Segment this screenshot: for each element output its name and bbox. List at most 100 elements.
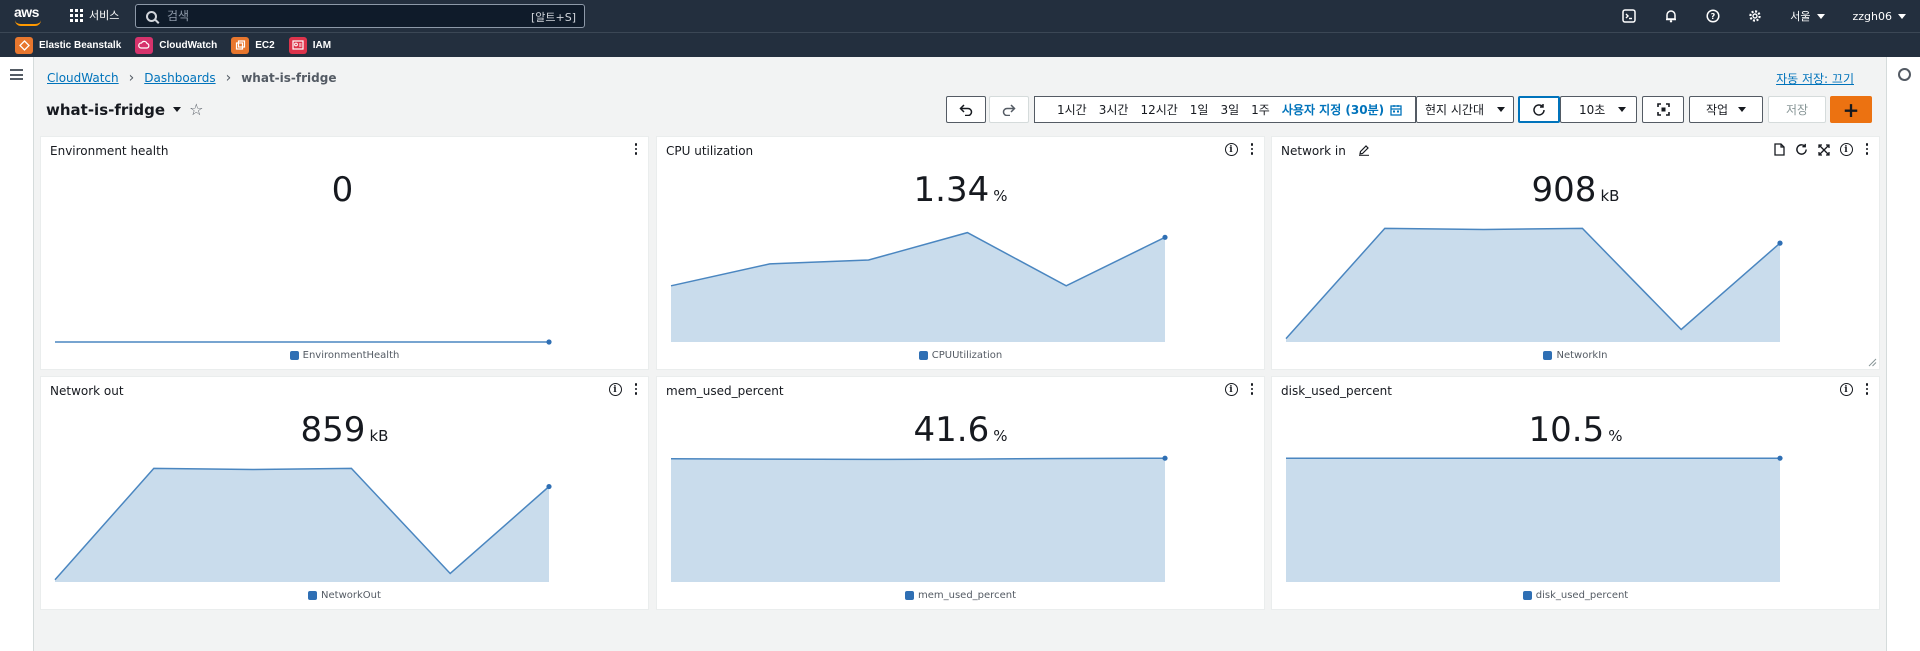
grid-icon — [70, 8, 83, 22]
edit-pencil-icon[interactable] — [1358, 144, 1370, 156]
more-options-icon[interactable] — [1863, 383, 1872, 396]
bell-icon[interactable] — [1650, 0, 1692, 32]
favorites-bar: Elastic Beanstalk CloudWatch EC2 IAM — [0, 32, 1920, 57]
breadcrumb: CloudWatch › Dashboards › what-is-fridge — [47, 70, 336, 86]
autosave-toggle[interactable]: 자동 저장: 끄기 — [1776, 72, 1854, 86]
account-menu[interactable]: zzgh06 — [1839, 10, 1920, 23]
chart-legend: EnvironmentHealth — [41, 350, 648, 361]
favorite-cloudwatch[interactable]: CloudWatch — [135, 36, 217, 54]
undo-button[interactable] — [946, 96, 986, 123]
more-options-icon[interactable] — [1248, 143, 1257, 156]
widget-disk-used-percent: disk_used_percent i 10.5% disk_used_perc… — [1271, 376, 1880, 610]
favorite-star-icon[interactable]: ☆ — [189, 100, 204, 119]
search-input[interactable] — [167, 9, 527, 23]
widget-mem-used-percent: mem_used_percent i 41.6% mem_used_percen… — [656, 376, 1265, 610]
chevron-down-icon — [1738, 107, 1747, 112]
beanstalk-icon — [15, 36, 33, 54]
metric-value: 10.5% — [1272, 410, 1879, 450]
widget-actions: i — [1773, 143, 1872, 156]
chevron-down-icon — [1898, 13, 1906, 19]
chevron-right-icon: › — [128, 70, 135, 86]
refresh-button[interactable] — [1518, 96, 1560, 123]
more-options-icon[interactable] — [632, 143, 641, 155]
aws-logo[interactable]: aws — [14, 4, 44, 28]
series-area — [1286, 458, 1780, 582]
chart-legend: NetworkOut — [41, 590, 648, 601]
add-widget-button[interactable]: + — [1830, 96, 1872, 123]
favorite-elastic-beanstalk[interactable]: Elastic Beanstalk — [15, 36, 121, 54]
series-area — [671, 458, 1165, 582]
dashboard-switcher-icon[interactable] — [173, 107, 182, 112]
legend-swatch — [308, 591, 318, 600]
timezone-label: 현지 시간대 — [1425, 103, 1485, 117]
legend-swatch — [289, 351, 299, 360]
search-shortcut-hint: [알트+S] — [530, 11, 576, 24]
actions-menu-button[interactable]: 작업 — [1689, 96, 1763, 123]
info-icon[interactable]: i — [1224, 143, 1238, 156]
resize-handle-icon[interactable] — [1868, 358, 1877, 367]
metric-value: 908 kB — [1272, 170, 1879, 210]
sparkline-chart — [54, 467, 552, 582]
expand-icon[interactable] — [1817, 143, 1830, 156]
info-icon[interactable]: i — [1839, 383, 1853, 396]
favorite-iam[interactable]: IAM — [288, 36, 332, 54]
chevron-down-icon — [1497, 107, 1505, 112]
gear-icon[interactable] — [1734, 0, 1776, 32]
sparkline-chart — [1285, 227, 1783, 342]
favorite-label: IAM — [312, 39, 332, 51]
info-icon[interactable]: i — [1224, 383, 1238, 396]
help-icon[interactable]: ? — [1692, 0, 1734, 32]
range-12h[interactable]: 12시간 — [1140, 103, 1178, 117]
more-options-icon[interactable] — [1863, 143, 1872, 156]
fullscreen-button[interactable] — [1642, 96, 1684, 123]
legend-swatch — [1543, 351, 1553, 360]
chart-legend: disk_used_percent — [1272, 590, 1879, 601]
range-3d[interactable]: 3일 — [1220, 103, 1240, 117]
series-line — [1285, 227, 1781, 340]
redo-button[interactable] — [989, 96, 1029, 123]
menu-icon[interactable] — [10, 69, 23, 80]
range-1h[interactable]: 1시간 — [1057, 103, 1087, 117]
region-selector[interactable]: 서울 — [1776, 8, 1838, 24]
iam-icon — [288, 36, 307, 54]
user-label: zzgh06 — [1852, 9, 1893, 23]
chevron-down-icon — [1618, 107, 1626, 112]
last-value-point — [1777, 240, 1783, 246]
more-options-icon[interactable] — [1248, 383, 1257, 396]
metric-unit: % — [1608, 427, 1623, 445]
info-icon[interactable]: i — [608, 383, 622, 396]
cloudshell-icon[interactable] — [1608, 0, 1650, 32]
search-box[interactable]: [알트+S] — [135, 4, 585, 28]
panel-toggle-icon[interactable] — [1898, 68, 1911, 81]
range-1d[interactable]: 1일 — [1189, 103, 1209, 117]
series-line — [54, 467, 550, 581]
calendar-icon[interactable] — [1390, 104, 1402, 116]
favorite-ec2[interactable]: EC2 — [231, 36, 275, 54]
legend-swatch — [918, 351, 928, 360]
timezone-select[interactable]: 현지 시간대 — [1416, 96, 1514, 123]
breadcrumb-dashboards[interactable]: Dashboards — [144, 71, 216, 85]
range-3h[interactable]: 3시간 — [1098, 103, 1129, 117]
top-navigation: aws 서비스 [알트+S] ? 서울 zzgh06 — [0, 0, 1920, 32]
legend-label: mem_used_percent — [918, 590, 1016, 601]
widget-actions: i — [1839, 383, 1872, 396]
widget-actions — [632, 143, 641, 155]
breadcrumb-cloudwatch[interactable]: CloudWatch — [47, 71, 119, 85]
legend-label: EnvironmentHealth — [302, 350, 400, 361]
chart-legend: mem_used_percent — [657, 590, 1264, 601]
save-button[interactable]: 저장 — [1768, 96, 1826, 123]
document-icon[interactable] — [1773, 143, 1785, 156]
refresh-interval-select[interactable]: 10초 — [1560, 96, 1637, 123]
range-custom[interactable]: 사용자 지정 (30분) — [1281, 103, 1385, 117]
sparkline-chart — [55, 339, 552, 345]
range-1w[interactable]: 1주 — [1251, 103, 1270, 117]
more-options-icon[interactable] — [632, 383, 641, 396]
refresh-icon[interactable] — [1795, 143, 1808, 156]
widget-title: Network in — [1281, 144, 1370, 158]
time-range-selector: 1시간 3시간 12시간 1일 3일 1주 사용자 지정 (30분) — [1034, 96, 1416, 123]
series-area — [55, 468, 549, 582]
services-menu-button[interactable]: 서비스 — [70, 7, 119, 23]
info-icon[interactable]: i — [1839, 143, 1853, 156]
metric-number: 41.6 — [913, 410, 990, 450]
aws-smile-icon — [15, 20, 41, 26]
